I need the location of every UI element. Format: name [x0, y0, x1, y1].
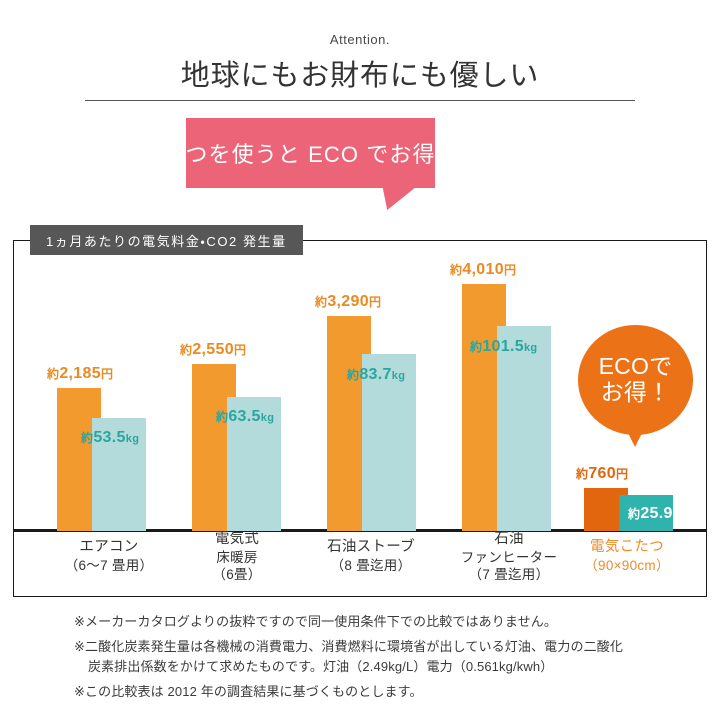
bar-group-floor-heating: 約2,550円 約63.5kg: [180, 241, 324, 531]
category-label-aircon-line2: （6〜7 畳用）: [64, 557, 154, 573]
category-label-fan-heater-line3: （7 畳迄用）: [468, 566, 550, 582]
category-label-oil-stove-line2: （8 畳迄用）: [330, 557, 412, 573]
eco-badge-line2: お得！: [600, 379, 671, 405]
bar-co2-kotatsu: [619, 495, 673, 531]
value-co2-oil-stove: 約83.7kg: [347, 366, 406, 383]
category-label-aircon: エアコン （6〜7 畳用）: [20, 538, 198, 574]
footnote-2: ※二酸化炭素発生量は各機械の消費電力、消費燃料に環境省が出している灯油、電力の二…: [74, 637, 674, 677]
category-label-kotatsu-line2: （90×90cm）: [584, 557, 670, 573]
category-label-fan-heater-line2: ファンヒーター: [460, 549, 558, 565]
category-label-floor-heating-line2: 床暖房: [216, 549, 258, 565]
bar-group-kotatsu: 約760円 約25.9kg: [576, 241, 716, 531]
category-label-kotatsu: 電気こたつ （90×90cm）: [552, 538, 702, 574]
bar-co2-oil-stove: [362, 354, 416, 531]
value-money-floor-heating: 約2,550円: [180, 341, 247, 358]
callout-bubble: こたつを使うと ECO でお得に！: [139, 118, 482, 188]
footnote-3: ※この比較表は 2012 年の調査結果に基づくものとします。: [74, 684, 423, 700]
value-money-aircon: 約2,185円: [47, 365, 114, 382]
category-label-floor-heating-line1: 電気式: [214, 531, 260, 547]
bar-co2-aircon: [92, 418, 146, 531]
eco-badge-circle: ECOで お得！: [578, 325, 693, 435]
callout-bubble-tail: [377, 188, 415, 210]
value-money-oil-stove: 約3,290円: [315, 293, 382, 310]
category-label-floor-heating: 電気式 床暖房 （6畳）: [162, 530, 312, 583]
bar-co2-fan-heater: [497, 326, 551, 531]
value-co2-fan-heater: 約101.5kg: [470, 338, 538, 355]
eco-badge-tail: [624, 425, 646, 447]
category-label-oil-stove: 石油ストーブ （8 畳迄用）: [288, 538, 454, 574]
bar-co2-floor-heating: [227, 397, 281, 531]
value-money-kotatsu: 約760円: [576, 465, 629, 482]
bar-group-oil-stove: 約3,290円 約83.7kg: [315, 241, 459, 531]
category-label-oil-stove-line1: 石油ストーブ: [327, 539, 415, 555]
callout-text: こたつを使うと ECO でお得に！: [139, 142, 482, 167]
value-co2-aircon: 約53.5kg: [81, 429, 140, 446]
eco-badge: ECOで お得！: [578, 325, 693, 447]
category-label-kotatsu-line1: 電気こたつ: [590, 539, 664, 555]
header-divider: [85, 100, 635, 101]
chart-plot-area: 約2,185円 約53.5kg 約2,550円 約63.5kg 約3,290円: [14, 241, 706, 531]
value-money-fan-heater: 約4,010円: [450, 261, 517, 278]
chart-title-banner: 1ヵ月あたりの電気料金・CO2 発生量: [30, 225, 303, 255]
value-co2-floor-heating: 約63.5kg: [216, 408, 275, 425]
bar-group-aircon: 約2,185円 約53.5kg: [47, 241, 189, 531]
category-label-floor-heating-line3: （6畳）: [212, 566, 262, 582]
footnotes: ※メーカーカタログよりの抜粋ですので同一使用条件下での比較ではありません。 ※二…: [74, 612, 674, 708]
category-label-fan-heater: 石油 ファンヒーター （7 畳迄用）: [428, 530, 590, 583]
footnote-2-line2: 炭素排出係数をかけて求めたものです。灯油（2.49kg/L）電力（0.561kg…: [88, 659, 554, 675]
eco-badge-line1: ECOで: [598, 353, 673, 380]
value-co2-kotatsu: 約25.9kg: [628, 505, 687, 522]
footnote-2-line1: ※二酸化炭素発生量は各機械の消費電力、消費燃料に環境省が出している灯油、電力の二…: [74, 639, 623, 655]
eyebrow-text: Attention.: [329, 32, 391, 47]
category-label-fan-heater-line1: 石油: [494, 531, 524, 547]
category-label-aircon-line1: エアコン: [79, 539, 139, 555]
bar-group-fan-heater: 約4,010円 約101.5kg: [450, 241, 594, 531]
footnote-1: ※メーカーカタログよりの抜粋ですので同一使用条件下での比較ではありません。: [74, 614, 558, 629]
page-title: 地球にもお財布にも優しい: [180, 60, 540, 92]
